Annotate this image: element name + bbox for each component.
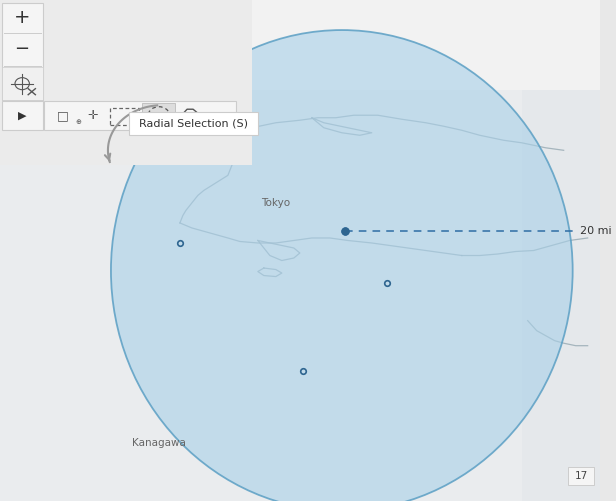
Text: +: + (14, 8, 30, 27)
Text: −: − (15, 40, 30, 58)
Bar (110, 108, 139, 125)
FancyBboxPatch shape (142, 103, 175, 129)
FancyBboxPatch shape (2, 101, 43, 130)
Text: 20 mi: 20 mi (580, 226, 612, 236)
FancyBboxPatch shape (2, 3, 43, 100)
FancyBboxPatch shape (2, 67, 43, 100)
Ellipse shape (111, 30, 573, 501)
FancyBboxPatch shape (44, 101, 237, 130)
FancyBboxPatch shape (129, 112, 258, 135)
FancyBboxPatch shape (252, 0, 599, 90)
FancyBboxPatch shape (0, 0, 599, 501)
FancyBboxPatch shape (0, 0, 252, 165)
Text: 17: 17 (575, 471, 588, 481)
Text: ▶: ▶ (18, 111, 26, 121)
Text: Kanagawa: Kanagawa (132, 438, 186, 448)
Text: ✛: ✛ (87, 109, 98, 122)
FancyBboxPatch shape (569, 467, 594, 485)
Text: Tokyo: Tokyo (261, 198, 290, 208)
Text: Radial Selection (S): Radial Selection (S) (139, 119, 248, 129)
Text: ⊕: ⊕ (75, 119, 81, 125)
Text: □: □ (57, 109, 69, 122)
FancyBboxPatch shape (522, 90, 599, 501)
